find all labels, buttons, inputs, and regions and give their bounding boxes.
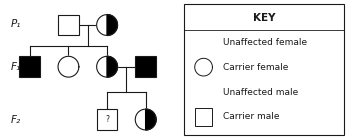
Bar <box>195 108 212 126</box>
Bar <box>19 56 40 77</box>
Bar <box>195 108 212 126</box>
Text: Unaffected female: Unaffected female <box>223 38 307 47</box>
Polygon shape <box>107 56 118 77</box>
Polygon shape <box>97 15 118 35</box>
Polygon shape <box>204 58 212 76</box>
Bar <box>204 108 212 126</box>
Polygon shape <box>135 109 156 130</box>
Text: P₁: P₁ <box>11 19 21 29</box>
Text: KEY: KEY <box>253 13 276 23</box>
Polygon shape <box>58 56 79 77</box>
Text: Unaffected male: Unaffected male <box>223 88 298 96</box>
Text: Carrier female: Carrier female <box>223 63 288 72</box>
Polygon shape <box>97 56 118 77</box>
Polygon shape <box>107 15 118 35</box>
Bar <box>195 83 212 101</box>
Bar <box>58 15 79 35</box>
Text: Carrier male: Carrier male <box>223 112 279 121</box>
Bar <box>97 109 118 130</box>
Text: F₂: F₂ <box>11 115 21 125</box>
Bar <box>135 56 156 77</box>
Text: F₁: F₁ <box>11 62 21 72</box>
Text: ?: ? <box>105 115 109 124</box>
Polygon shape <box>195 33 212 51</box>
Polygon shape <box>146 109 156 130</box>
Bar <box>184 4 344 135</box>
Polygon shape <box>195 58 212 76</box>
